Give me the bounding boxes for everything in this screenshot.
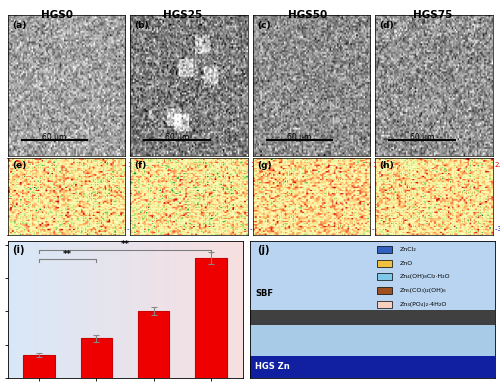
Text: (h): (h) bbox=[380, 161, 394, 169]
Text: HGS50: HGS50 bbox=[288, 10, 327, 20]
Text: (d): (d) bbox=[380, 21, 394, 30]
Bar bbox=[138, 312, 170, 378]
Text: ZnO: ZnO bbox=[400, 261, 412, 266]
Text: Zn₄(OH)₈Cl₂·H₂O: Zn₄(OH)₈Cl₂·H₂O bbox=[400, 274, 450, 279]
Text: (a): (a) bbox=[12, 21, 26, 30]
FancyBboxPatch shape bbox=[250, 310, 495, 326]
Text: μm: μm bbox=[384, 194, 396, 200]
Text: **: ** bbox=[63, 250, 72, 259]
Text: (j): (j) bbox=[258, 245, 270, 256]
Text: HGS25: HGS25 bbox=[163, 10, 202, 20]
Text: -3.8 μm: -3.8 μm bbox=[128, 225, 154, 232]
Text: 1.5: 1.5 bbox=[372, 162, 384, 168]
FancyBboxPatch shape bbox=[250, 325, 495, 358]
FancyBboxPatch shape bbox=[378, 260, 392, 267]
Text: (c): (c) bbox=[257, 21, 271, 30]
Text: Zn₃(PO₄)₂·4H₂O: Zn₃(PO₄)₂·4H₂O bbox=[400, 302, 447, 307]
Text: 60 μm: 60 μm bbox=[410, 133, 434, 142]
Bar bbox=[24, 355, 55, 378]
Text: 60 μm: 60 μm bbox=[42, 133, 66, 142]
Text: (e): (e) bbox=[12, 161, 26, 169]
Text: (i): (i) bbox=[12, 245, 24, 256]
Text: 60 μm: 60 μm bbox=[165, 133, 189, 142]
Bar bbox=[195, 258, 226, 378]
Text: ZnCl₂: ZnCl₂ bbox=[400, 247, 416, 252]
Text: SBF: SBF bbox=[255, 289, 273, 298]
Text: μm: μm bbox=[262, 194, 273, 200]
FancyBboxPatch shape bbox=[250, 356, 495, 378]
Text: (g): (g) bbox=[257, 161, 272, 169]
Text: -5.9 μm: -5.9 μm bbox=[250, 225, 277, 232]
Text: 1.6: 1.6 bbox=[128, 162, 138, 168]
Text: (b): (b) bbox=[134, 21, 150, 30]
Text: 2.5: 2.5 bbox=[495, 162, 500, 168]
Text: HGS Zn: HGS Zn bbox=[255, 362, 290, 371]
Text: 1.7: 1.7 bbox=[250, 162, 261, 168]
Text: 60 μm: 60 μm bbox=[288, 133, 312, 142]
Text: (f): (f) bbox=[134, 161, 147, 169]
FancyBboxPatch shape bbox=[378, 287, 392, 294]
Text: -8.6 μm: -8.6 μm bbox=[372, 225, 400, 232]
FancyBboxPatch shape bbox=[378, 246, 392, 253]
Text: **: ** bbox=[120, 240, 130, 249]
Text: -30.9 μm: -30.9 μm bbox=[495, 225, 500, 232]
Text: HGS75: HGS75 bbox=[413, 10, 452, 20]
Text: Zn₅(CO₃)₂(OH)₆: Zn₅(CO₃)₂(OH)₆ bbox=[400, 288, 446, 293]
Bar bbox=[80, 338, 112, 378]
FancyBboxPatch shape bbox=[378, 301, 392, 308]
FancyBboxPatch shape bbox=[378, 273, 392, 280]
Text: μm: μm bbox=[139, 194, 150, 200]
Text: HGS0: HGS0 bbox=[42, 10, 74, 20]
